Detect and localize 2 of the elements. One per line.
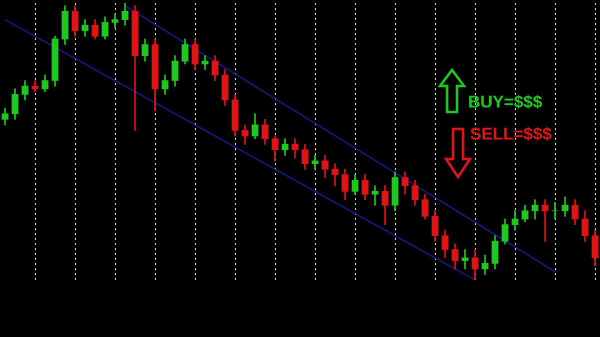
annotation: BUY=$$$ <box>468 92 543 112</box>
annotation: SELL=$$$ <box>470 124 552 144</box>
